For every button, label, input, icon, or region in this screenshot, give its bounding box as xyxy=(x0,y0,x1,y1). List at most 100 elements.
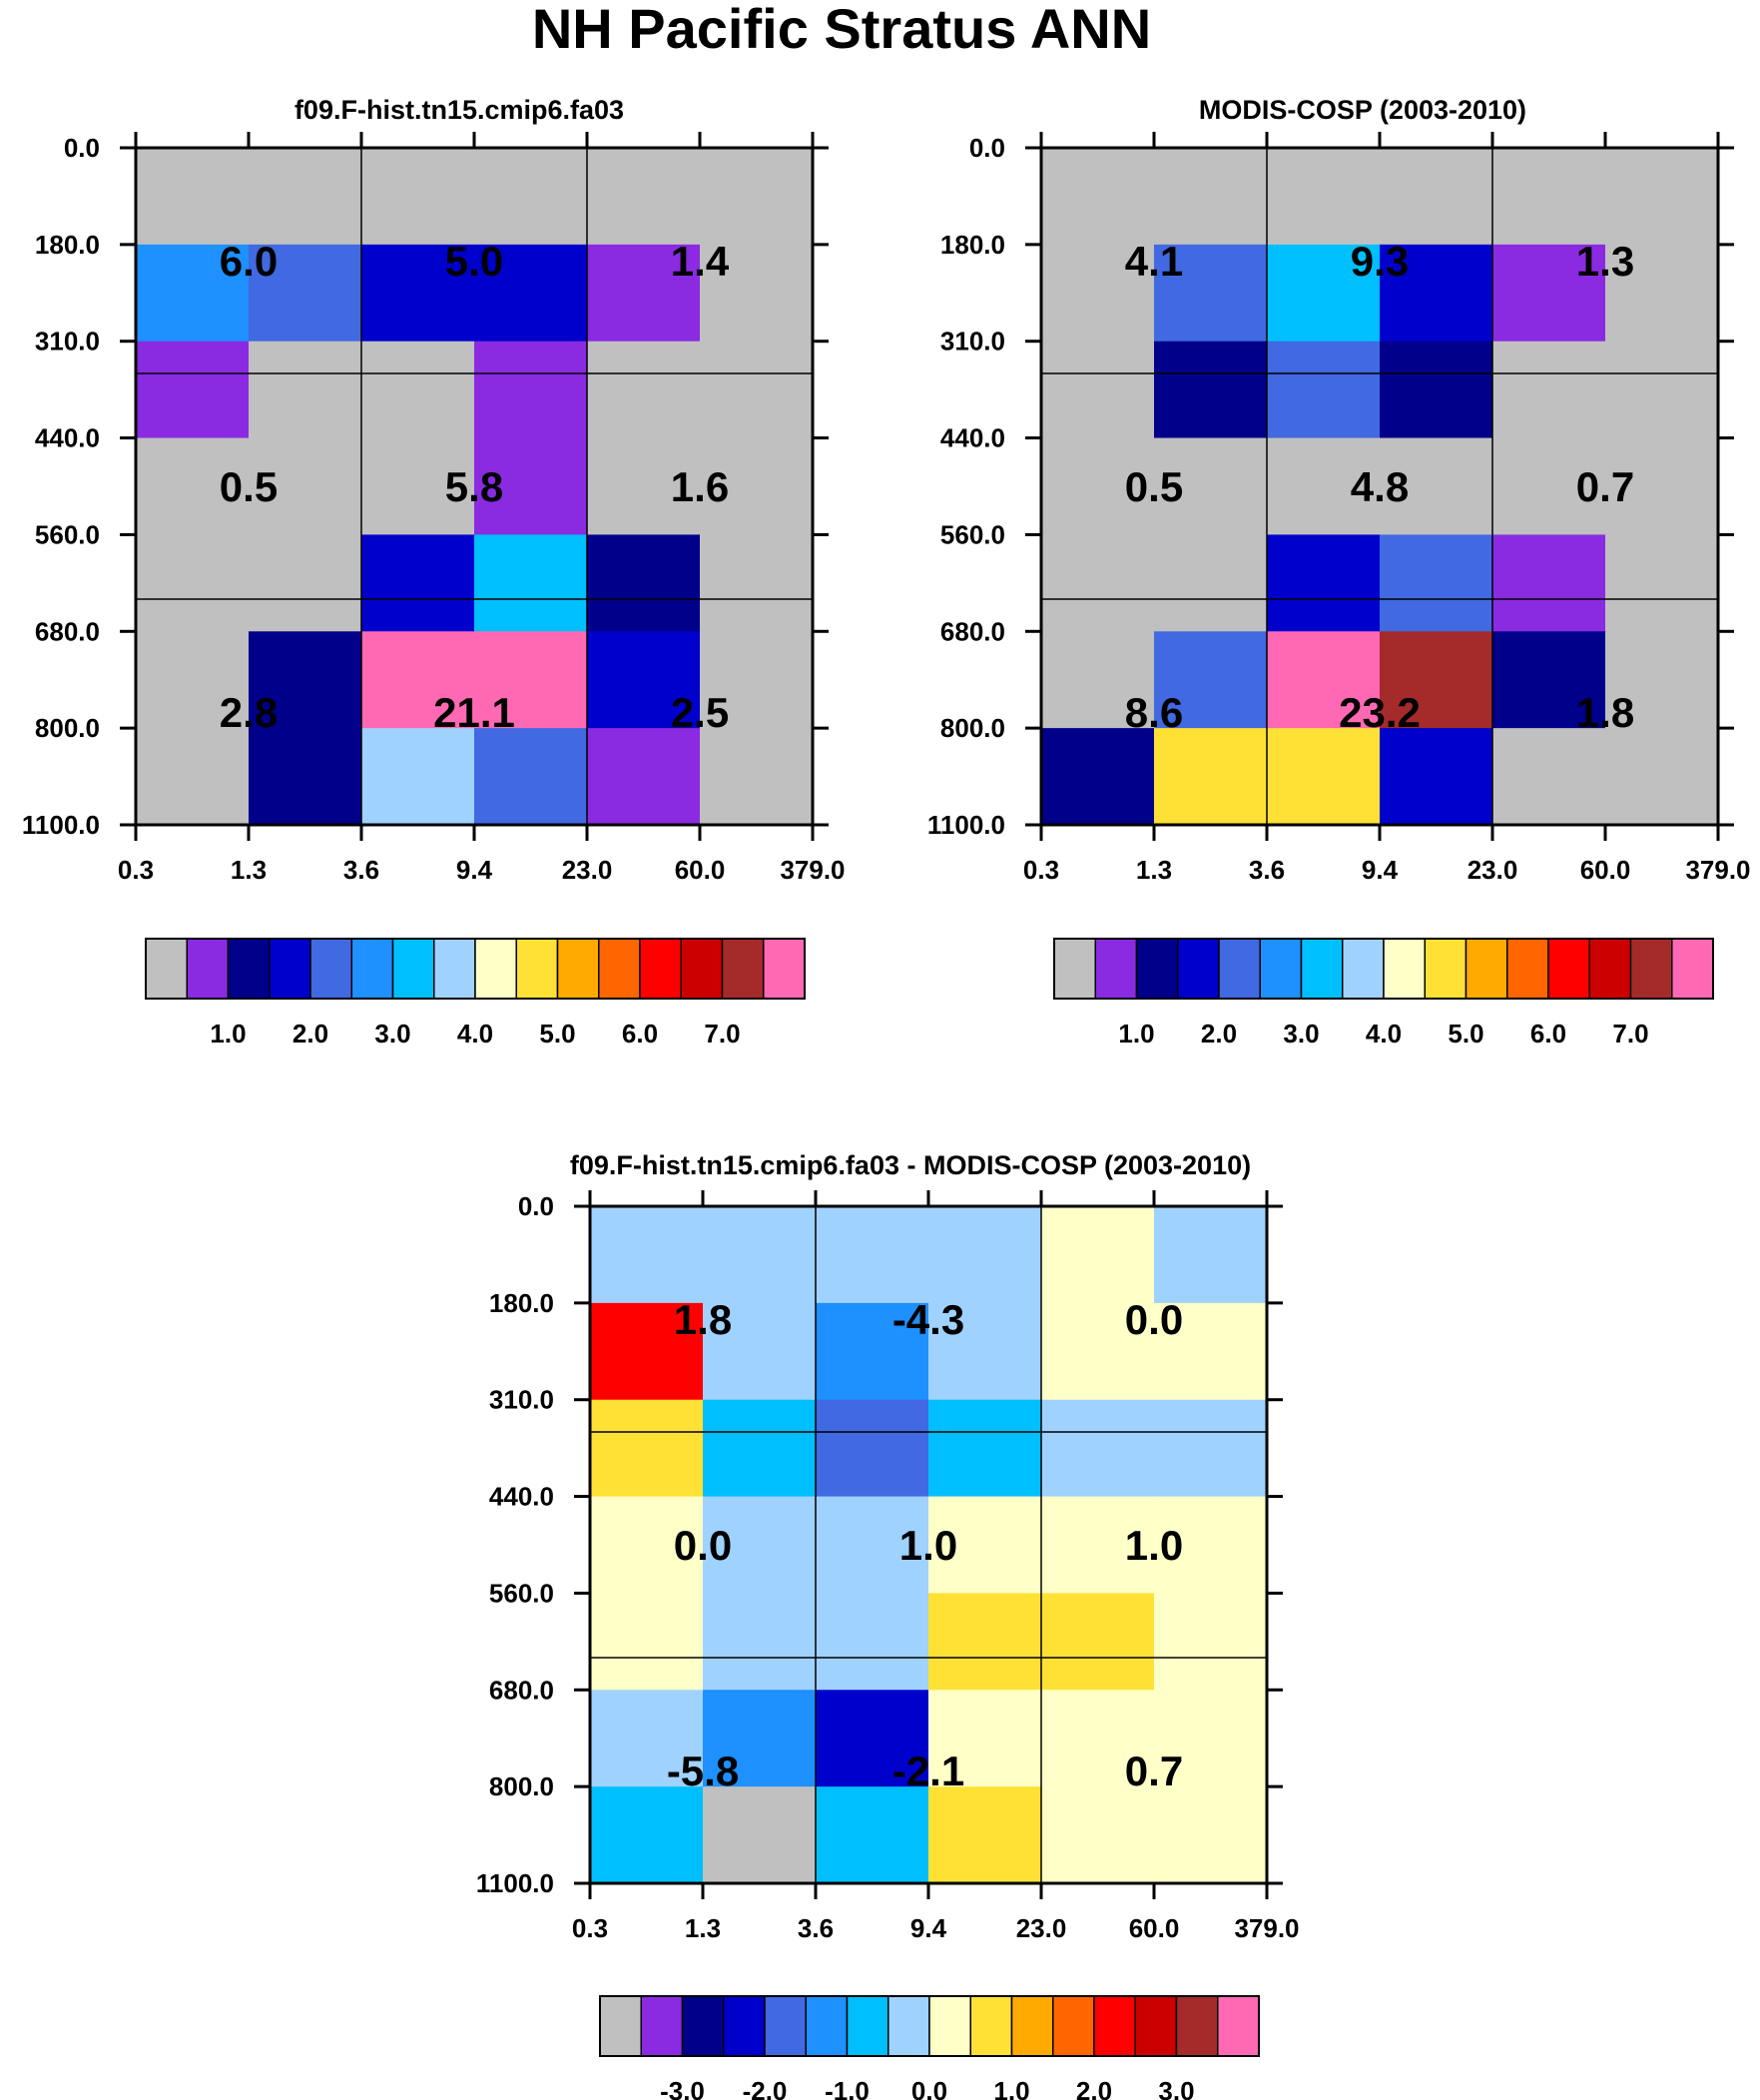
colorbar-label: 3.0 xyxy=(1158,2076,1194,2100)
heatmap-cell xyxy=(590,1302,704,1401)
heatmap-cell xyxy=(1267,631,1381,729)
cell-value-label: 23.2 xyxy=(1339,689,1421,736)
cell-value-label: 4.8 xyxy=(1351,463,1409,510)
colorbar-swatch xyxy=(1134,1995,1178,2057)
heatmap-cell xyxy=(1492,341,1606,439)
colorbar-label: 6.0 xyxy=(1530,1019,1566,1049)
x-tick-label: 1.3 xyxy=(231,855,267,885)
colorbar-swatch xyxy=(474,938,517,1000)
heatmap-cell xyxy=(474,437,588,535)
heatmap-cell xyxy=(816,1786,929,1884)
heatmap-cell xyxy=(474,148,588,246)
heatmap-cell xyxy=(1605,341,1719,439)
colorbar-swatch xyxy=(1383,938,1426,1000)
heatmap-cell xyxy=(1041,244,1155,343)
colorbar-swatch xyxy=(1052,1995,1095,2057)
colorbar-label: 1.0 xyxy=(1118,1019,1154,1049)
y-tick-label: 560.0 xyxy=(489,1578,554,1608)
heatmap-obs: 0.3 1.3 3.6 9.4 23.0 60.0 379.0 0.0 180.0 310.0 44… xyxy=(927,132,1751,1049)
heatmap-cell xyxy=(249,148,362,246)
heatmap-cell xyxy=(1605,631,1719,729)
y-tick-label: 560.0 xyxy=(35,519,100,549)
cell-value-label: 2.8 xyxy=(220,689,278,736)
colorbar-swatch xyxy=(309,938,352,1000)
colorbar-label: 1.0 xyxy=(210,1019,246,1049)
y-tick-label: 0.0 xyxy=(518,1191,554,1221)
x-tick-label: 9.4 xyxy=(910,1913,947,1943)
heatmap-cell xyxy=(249,631,362,729)
colorbar-label: -2.0 xyxy=(743,2076,788,2100)
colorbar-swatch xyxy=(145,938,188,1000)
heatmap-cell xyxy=(1267,244,1381,343)
cell-value-label: 6.0 xyxy=(220,238,278,285)
colorbar-swatch xyxy=(1588,938,1632,1000)
colorbar-swatch xyxy=(1547,938,1590,1000)
heatmap-cell xyxy=(136,534,250,632)
heatmap-cell xyxy=(816,1399,929,1498)
heatmap-cell xyxy=(1154,244,1268,343)
colorbar-swatch xyxy=(1424,938,1467,1000)
heatmap-cell xyxy=(361,148,475,246)
colorbar-swatch xyxy=(1506,938,1549,1000)
heatmap-diff: 0.3 1.3 3.6 9.4 23.0 60.0 379.0 0.0 180.0 310.0 44… xyxy=(476,1190,1300,2100)
colorbar-swatch xyxy=(1465,938,1508,1000)
heatmap-cell xyxy=(587,534,701,632)
heatmap-cell xyxy=(587,437,701,535)
heatmap-cell xyxy=(1041,631,1155,729)
heatmap-cell xyxy=(1492,631,1606,729)
heatmap-cell xyxy=(1154,1496,1268,1594)
cell-value-label: 9.3 xyxy=(1351,238,1409,285)
x-tick-label: 60.0 xyxy=(1580,855,1631,885)
heatmap-cell xyxy=(1154,437,1268,535)
heatmap-cell xyxy=(1041,1496,1155,1594)
panel-model: f09.F-hist.tn15.cmip6.fa03 0.3 1.3 3.6 9.4 2… xyxy=(22,95,846,1049)
heatmap-cell xyxy=(1041,1206,1155,1304)
y-tick-label: 800.0 xyxy=(940,713,1005,743)
colorbar-frame xyxy=(599,1995,1260,2057)
heatmap-cell xyxy=(590,1690,704,1787)
heatmap-cell xyxy=(928,1593,1042,1691)
cell-value-label: 0.0 xyxy=(1125,1296,1183,1343)
heatmap-cell xyxy=(474,244,588,343)
y-tick-label: 310.0 xyxy=(489,1385,554,1415)
heatmap-cell xyxy=(590,1593,704,1691)
cell-value-label: 5.8 xyxy=(445,463,503,510)
heatmap-cell xyxy=(1154,148,1268,246)
heatmap-cell xyxy=(590,1206,704,1304)
y-tick-label: 800.0 xyxy=(489,1771,554,1801)
heatmap-cell xyxy=(1154,631,1268,729)
heatmap-cell xyxy=(1380,631,1493,729)
heatmap-cell xyxy=(361,437,475,535)
colorbar-label: 5.0 xyxy=(539,1019,575,1049)
heatmap-cell xyxy=(1154,1206,1268,1304)
colorbar-swatch xyxy=(1177,938,1220,1000)
heatmap-cell xyxy=(1154,534,1268,632)
heatmap-cell xyxy=(1492,534,1606,632)
heatmap-cell xyxy=(1380,148,1493,246)
heatmap-cell xyxy=(928,1496,1042,1594)
colorbar-swatch xyxy=(969,1995,1013,2057)
heatmap-cell xyxy=(928,1690,1042,1787)
colorbar-label: 2.0 xyxy=(1076,2076,1112,2100)
heatmap-cell xyxy=(1154,1302,1268,1401)
heatmap-cell xyxy=(1267,148,1381,246)
x-tick-label: 3.6 xyxy=(1249,855,1285,885)
colorbar-swatch xyxy=(1175,1995,1219,2057)
heatmap-cell xyxy=(1605,244,1719,343)
heatmap-cell xyxy=(587,631,701,729)
heatmap-cell xyxy=(474,534,588,632)
cell-value-label: 2.5 xyxy=(671,689,729,736)
heatmap-cell xyxy=(361,244,475,343)
heatmap-cell xyxy=(1154,728,1268,826)
colorbar-label: 3.0 xyxy=(1283,1019,1319,1049)
heatmap-cell xyxy=(700,437,814,535)
heatmap-cell xyxy=(928,1206,1042,1304)
heatmap-cell xyxy=(361,534,475,632)
colorbar-swatch xyxy=(1259,938,1303,1000)
colorbar-swatch xyxy=(433,938,476,1000)
y-tick-label: 440.0 xyxy=(489,1482,554,1512)
colorbar-swatch xyxy=(1135,938,1179,1000)
colorbar-label: 4.0 xyxy=(1366,1019,1402,1049)
y-tick-label: 0.0 xyxy=(64,133,100,163)
